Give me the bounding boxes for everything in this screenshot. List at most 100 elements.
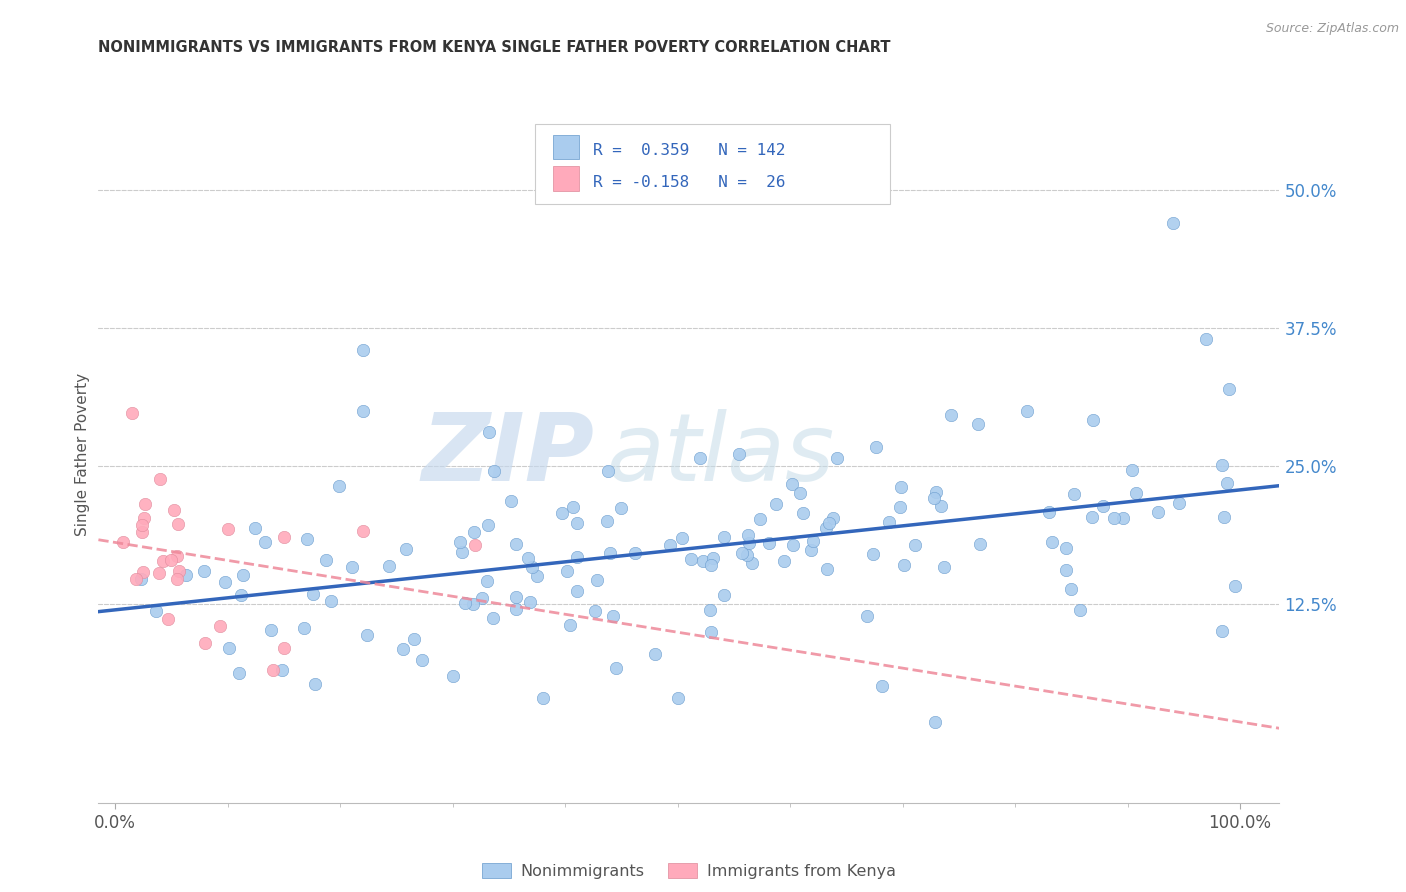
Point <box>925 485 948 500</box>
Point <box>243 521 266 535</box>
Point <box>260 623 283 637</box>
Point <box>131 517 153 532</box>
Point <box>273 530 295 544</box>
Point <box>519 595 541 609</box>
Point <box>217 522 239 536</box>
Point <box>148 566 170 580</box>
Point <box>758 535 780 549</box>
Point <box>735 548 758 562</box>
Point <box>1060 582 1083 597</box>
Point <box>713 588 735 602</box>
Point <box>1121 463 1143 477</box>
Point <box>1017 403 1039 417</box>
Point <box>131 565 153 579</box>
Point <box>1211 624 1233 639</box>
Y-axis label: Single Father Poverty: Single Father Poverty <box>75 374 90 536</box>
Point <box>321 594 343 608</box>
Point <box>610 500 633 515</box>
Point <box>352 524 374 538</box>
Point <box>526 569 548 583</box>
Point <box>602 609 624 624</box>
Point <box>561 500 583 515</box>
Point <box>478 425 501 439</box>
Point <box>877 515 900 529</box>
Point <box>823 511 845 525</box>
Point <box>1223 578 1246 592</box>
Point <box>1167 496 1189 510</box>
Point <box>505 590 527 604</box>
Point <box>160 553 183 567</box>
Point <box>765 497 787 511</box>
Point <box>134 497 156 511</box>
Point <box>193 564 215 578</box>
Point <box>644 647 666 661</box>
Point <box>1091 499 1114 513</box>
Point <box>402 632 425 646</box>
Point <box>517 550 540 565</box>
Text: ZIP: ZIP <box>422 409 595 501</box>
Point <box>392 642 415 657</box>
Point <box>904 537 927 551</box>
Bar <box>553 166 579 191</box>
Point <box>132 511 155 525</box>
Point <box>738 536 761 550</box>
Point <box>166 572 188 586</box>
Point <box>555 564 578 578</box>
Point <box>505 537 527 551</box>
Text: R =  0.359   N = 142: R = 0.359 N = 142 <box>593 144 786 159</box>
Point <box>890 480 912 494</box>
Point <box>1216 476 1239 491</box>
Point <box>924 715 946 730</box>
Point <box>599 546 621 560</box>
Point <box>727 447 749 461</box>
Point <box>328 479 350 493</box>
Point <box>378 558 401 573</box>
Point <box>870 679 893 693</box>
Point <box>166 516 188 531</box>
Point <box>737 528 759 542</box>
Point <box>931 499 953 513</box>
Point <box>295 532 318 546</box>
Point <box>228 666 250 681</box>
Point <box>1063 486 1085 500</box>
Point <box>145 604 167 618</box>
Point <box>218 640 240 655</box>
Point <box>395 541 418 556</box>
Point <box>149 473 172 487</box>
Point <box>152 554 174 568</box>
Point <box>792 506 814 520</box>
Point <box>1111 511 1133 525</box>
Point <box>558 618 581 632</box>
Point <box>271 663 294 677</box>
Point <box>565 584 588 599</box>
Point <box>531 690 554 705</box>
Point <box>862 547 884 561</box>
Point <box>967 417 990 432</box>
Point <box>166 549 188 564</box>
Point <box>411 653 433 667</box>
Point <box>254 535 277 549</box>
Point <box>889 500 911 514</box>
Point <box>449 534 471 549</box>
Point <box>475 574 498 588</box>
Point <box>666 690 689 705</box>
Point <box>292 621 315 635</box>
Point <box>129 572 152 586</box>
Point <box>463 524 485 539</box>
Point <box>1161 216 1184 230</box>
Point <box>121 406 143 420</box>
Point <box>782 538 804 552</box>
Point <box>1211 458 1233 472</box>
Point <box>229 588 252 602</box>
Point <box>551 506 574 520</box>
Point <box>482 464 505 478</box>
Point <box>505 602 527 616</box>
Point <box>803 534 825 549</box>
Point <box>302 587 325 601</box>
Point <box>1069 603 1091 617</box>
Point <box>1038 505 1060 519</box>
Point <box>772 554 794 568</box>
FancyBboxPatch shape <box>536 124 890 204</box>
Point <box>356 628 378 642</box>
Point <box>454 596 477 610</box>
